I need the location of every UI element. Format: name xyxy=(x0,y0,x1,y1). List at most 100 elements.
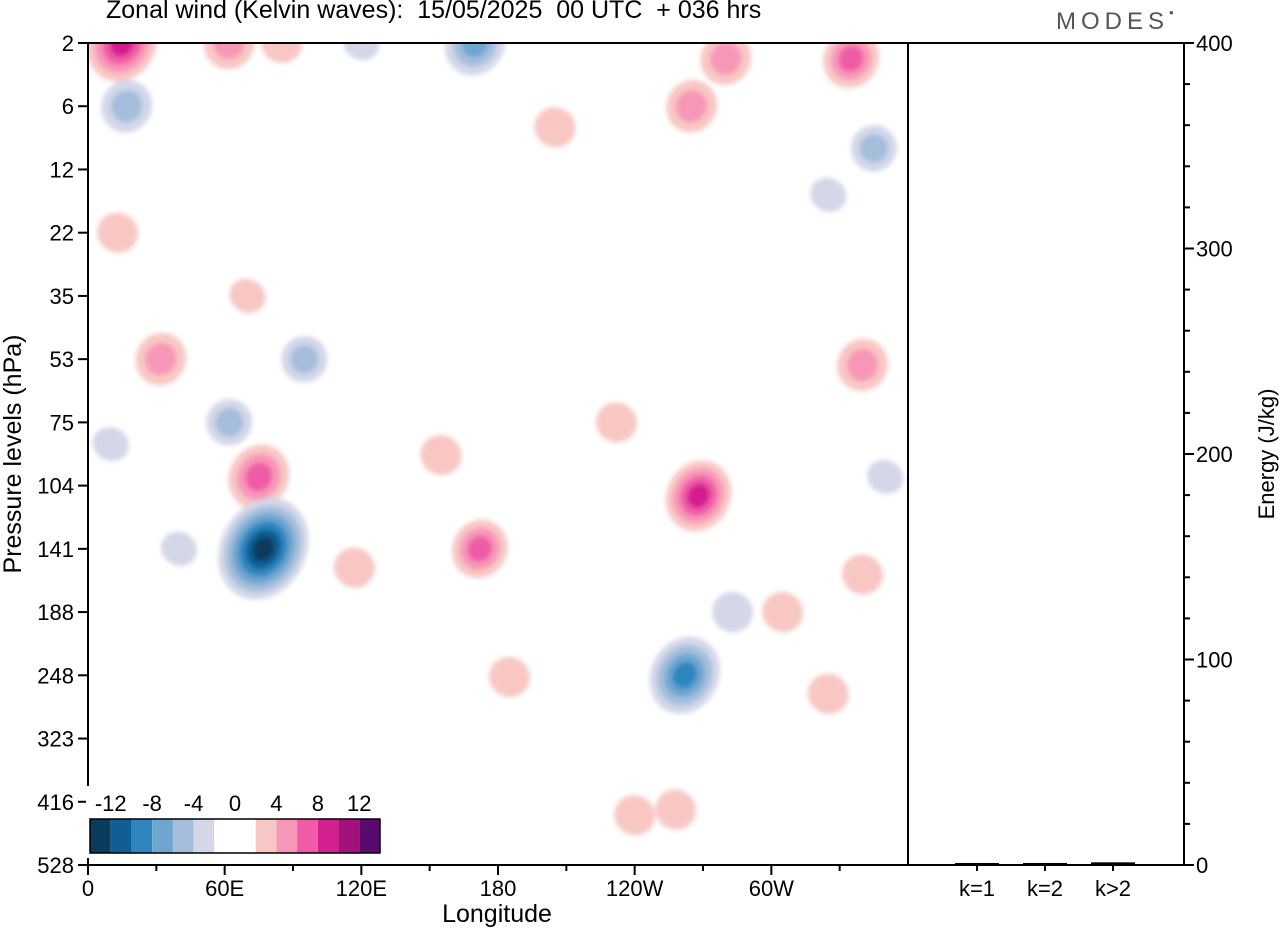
contour-level xyxy=(261,43,303,64)
energy-axis-title: Energy (J/kg) xyxy=(1254,389,1279,520)
wind-anomaly-8 xyxy=(534,107,576,148)
colorbar-label: -12 xyxy=(95,791,127,816)
energy-tick-label: 0 xyxy=(1196,853,1208,878)
y-tick-label: 248 xyxy=(37,663,74,688)
energy-tick-label: 400 xyxy=(1196,31,1233,56)
wind-anomaly-34 xyxy=(614,795,656,836)
contour-level xyxy=(92,427,129,462)
y-tick-label: 141 xyxy=(37,537,74,562)
contour-level xyxy=(215,408,244,437)
wind-anomaly-7 xyxy=(823,43,879,89)
contour-level xyxy=(461,43,489,58)
wind-anomaly-28 xyxy=(665,460,732,532)
contour-level xyxy=(710,43,742,75)
colorbar-swatch xyxy=(235,819,256,853)
colorbar-swatch xyxy=(90,819,111,853)
x-tick-label: 180 xyxy=(480,876,517,901)
wind-anomaly-26 xyxy=(451,519,508,579)
y-tick-label: 75 xyxy=(50,410,74,435)
wind-anomaly-10 xyxy=(850,125,897,172)
x-axis-title: Longitude xyxy=(442,900,552,928)
colorbar-legend: -12 -8 -4 0 4 8 12 xyxy=(86,786,384,858)
contour-level xyxy=(676,90,708,123)
colorbar-swatch xyxy=(297,819,318,853)
y-tick-label: 53 xyxy=(50,347,74,372)
y-tick-label: 188 xyxy=(37,600,74,625)
wind-anomaly-12 xyxy=(97,212,139,253)
wind-anomaly-30 xyxy=(712,592,754,633)
wind-anomaly-9 xyxy=(666,80,717,133)
colorbar-swatch xyxy=(338,819,360,853)
wind-anomaly-23 xyxy=(218,498,309,600)
contour-level xyxy=(807,673,849,714)
energy-tick-label: 200 xyxy=(1196,442,1233,467)
contour-level xyxy=(145,343,177,376)
wind-anomaly-14 xyxy=(135,332,187,386)
wind-anomaly-22 xyxy=(867,459,904,494)
x-tick-label: 60W xyxy=(749,876,794,901)
wind-anomaly-15 xyxy=(281,336,328,383)
x-tick-label: 60E xyxy=(205,876,244,901)
wind-anomaly-20 xyxy=(595,402,637,443)
colorbar-label: -8 xyxy=(142,791,162,816)
wind-anomaly-3 xyxy=(261,43,303,64)
wind-anomaly-16 xyxy=(206,399,253,446)
contour-level xyxy=(203,43,255,70)
colorbar-swatch xyxy=(214,819,235,853)
colorbar-swatch xyxy=(276,819,298,853)
contour-level xyxy=(229,278,266,313)
colorbar-swatch xyxy=(110,819,132,853)
wind-anomaly-11 xyxy=(810,177,847,212)
wind-anomaly-25 xyxy=(334,547,375,588)
contour-level xyxy=(841,554,883,595)
energy-bar-k=2 xyxy=(1023,862,1067,865)
y-axis-title: Pressure levels (hPa) xyxy=(0,335,27,574)
contour-level xyxy=(595,402,637,443)
contour-level xyxy=(859,134,888,163)
wind-anomaly-6 xyxy=(700,43,752,85)
wind-anomaly-31 xyxy=(762,592,804,633)
colorbar-swatch xyxy=(359,819,380,853)
wind-anomaly-1 xyxy=(101,80,153,133)
x-tick-label: 0 xyxy=(82,876,94,901)
y-tick-label: 12 xyxy=(50,157,74,182)
contour-level xyxy=(838,45,864,72)
y-tick-label: 528 xyxy=(37,853,74,878)
energy-category-label: k>2 xyxy=(1095,876,1131,901)
contour-level xyxy=(290,344,319,374)
x-tick-label: 120W xyxy=(606,876,664,901)
wind-anomaly-27 xyxy=(488,656,530,698)
energy-tick-label: 100 xyxy=(1196,648,1233,673)
contour-field xyxy=(88,43,904,836)
colorbar-label: 4 xyxy=(270,791,282,816)
x-tick-label: 120E xyxy=(336,876,387,901)
plot-frame xyxy=(87,42,909,866)
y-tick-label: 22 xyxy=(50,221,74,246)
contour-level xyxy=(672,661,698,689)
colorbar-frame xyxy=(89,818,381,854)
energy-panel: 0 100 200 300 400 k=1 k=2 k>2 xyxy=(908,31,1233,901)
colorbar-swatch xyxy=(131,819,153,853)
contour-level xyxy=(161,531,198,566)
y-tick-label: 104 xyxy=(37,474,74,499)
wind-anomaly-17 xyxy=(92,427,129,462)
contour-level xyxy=(97,212,139,253)
contour-level xyxy=(252,536,275,562)
y-tick-label: 323 xyxy=(37,727,74,752)
wind-anomaly-33 xyxy=(807,673,849,714)
contour-level xyxy=(111,90,143,123)
wind-anomaly-32 xyxy=(841,554,883,595)
energy-bar-k=1 xyxy=(955,862,999,865)
colorbar-swatch xyxy=(317,819,339,853)
wind-anomaly-29 xyxy=(649,636,720,714)
wind-anomaly-24 xyxy=(161,531,198,566)
y-tick-label: 416 xyxy=(37,790,74,815)
contour-level xyxy=(245,462,273,492)
brand-text: MODES xyxy=(1056,8,1170,35)
energy-category-label: k=2 xyxy=(1027,876,1063,901)
contour-level xyxy=(712,592,754,633)
energy-category-label: k=1 xyxy=(959,876,995,901)
colorbar-swatch xyxy=(193,819,215,853)
y-tick-label: 2 xyxy=(62,31,74,56)
